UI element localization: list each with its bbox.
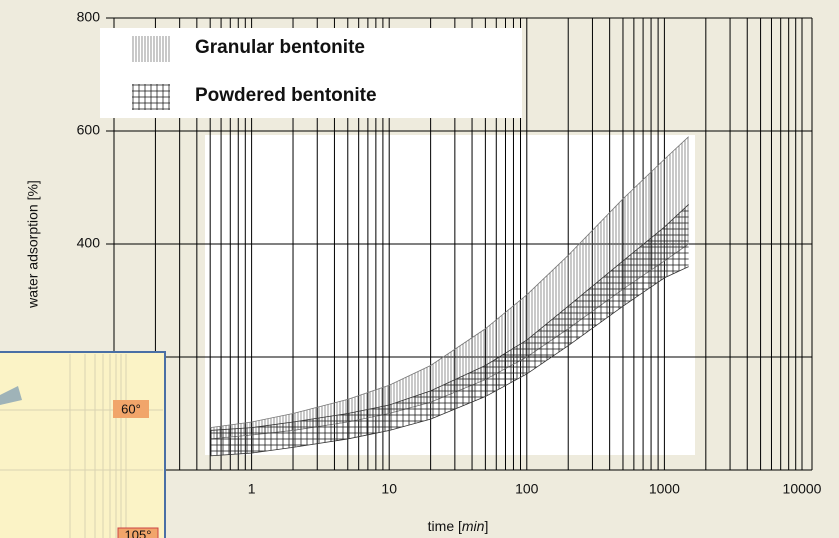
x-tick-label: 1 — [248, 481, 256, 497]
band-edge — [210, 204, 689, 431]
y-tick-label: 600 — [77, 122, 101, 138]
inset-label-box — [113, 400, 149, 418]
band-edge — [210, 266, 689, 457]
legend-swatch — [132, 36, 170, 62]
inset-shape — [0, 386, 22, 405]
x-label-part: min — [462, 518, 485, 534]
inset-label: 60° — [121, 401, 141, 416]
band-edge — [210, 136, 689, 429]
y-tick-label: 400 — [77, 235, 101, 251]
inset-label: 105° — [125, 527, 152, 538]
x-label-part: ] — [484, 518, 488, 534]
legend-label: Powdered bentonite — [195, 85, 377, 106]
legend-swatch — [132, 84, 170, 110]
legend-box — [100, 28, 522, 118]
x-tick-label: 100 — [515, 481, 539, 497]
inset-label-box — [117, 527, 159, 538]
y-tick-label: 800 — [77, 9, 101, 25]
x-tick-label: 10000 — [783, 481, 822, 497]
inset-box — [0, 351, 166, 538]
x-label-part: time [ — [428, 518, 462, 534]
y-axis-label: water adsorption [%] — [25, 180, 41, 309]
x-tick-label: 1000 — [649, 481, 680, 497]
inset: 60° 105° — [0, 351, 166, 538]
legend-label: Granular bentonite — [195, 37, 365, 58]
x-axis-label: time [min] — [428, 518, 489, 534]
band-area — [210, 204, 689, 456]
x-tick-label: 10 — [381, 481, 397, 497]
